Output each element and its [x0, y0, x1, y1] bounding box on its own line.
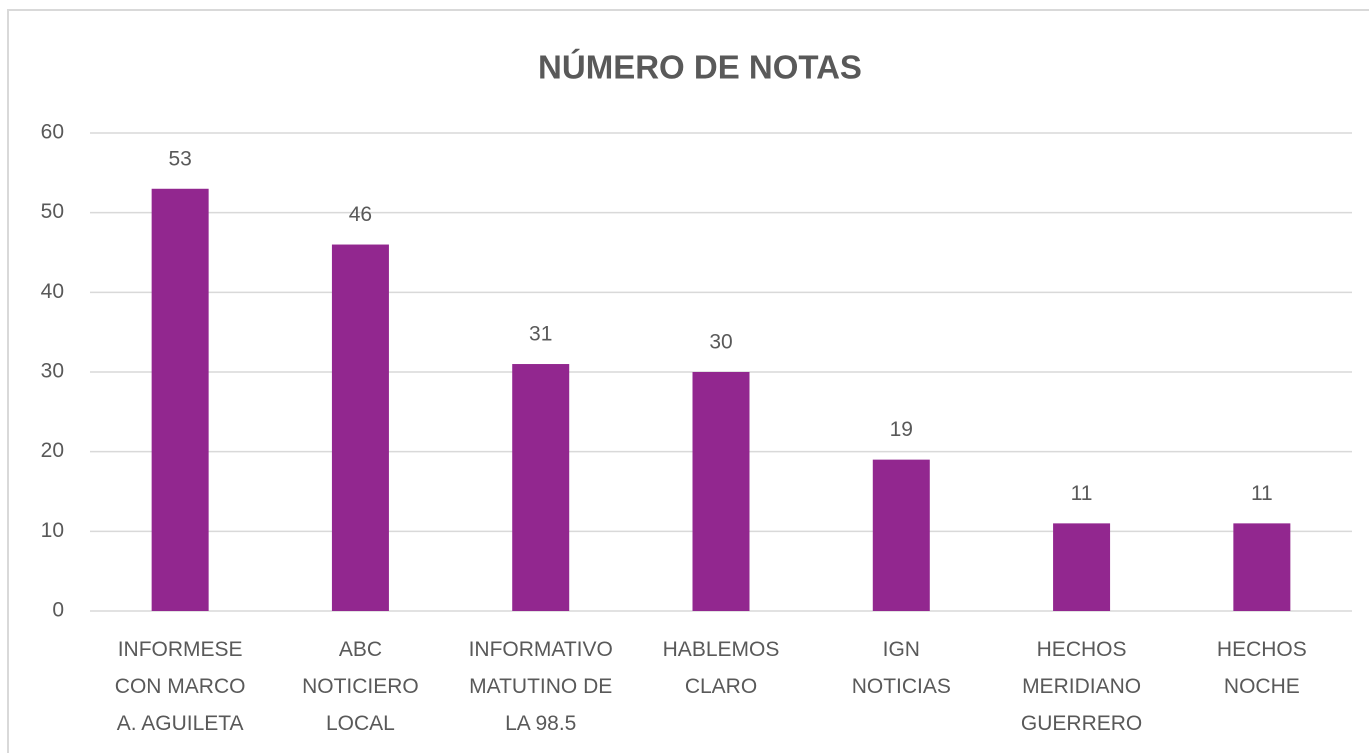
y-tick-label: 40: [41, 280, 64, 303]
bar: [1233, 523, 1291, 611]
bar: [512, 364, 570, 611]
data-label: 30: [709, 331, 732, 354]
y-tick-label: 30: [41, 360, 64, 383]
y-tick-label: 0: [52, 599, 64, 622]
x-tick-label: INFORMESE CON MARCO A. AGUILETA: [115, 638, 246, 735]
x-tick-label: HABLEMOS CLARO: [663, 638, 780, 698]
data-label: 46: [349, 203, 372, 226]
x-tick-label: HECHOS NOCHE: [1217, 638, 1307, 698]
y-tick-label: 20: [41, 439, 64, 462]
bar: [692, 372, 750, 611]
x-tick-label: IGN NOTICIAS: [852, 638, 951, 698]
data-label: 19: [890, 418, 913, 441]
y-tick-label: 50: [41, 200, 64, 223]
chart-border: [7, 9, 1369, 753]
bar: [331, 244, 389, 612]
y-tick-label: 60: [41, 121, 64, 144]
bar: [151, 188, 209, 611]
data-label: 11: [1251, 482, 1273, 505]
data-label: 31: [529, 323, 552, 346]
bar: [1053, 523, 1111, 611]
bar: [872, 459, 930, 611]
data-label: 53: [168, 147, 191, 170]
x-tick-label: ABC NOTICIERO LOCAL: [302, 638, 419, 735]
x-tick-label: INFORMATIVO MATUTINO DE LA 98.5: [469, 638, 613, 735]
data-label: 11: [1071, 482, 1093, 505]
chart-title: NÚMERO DE NOTAS: [538, 49, 862, 86]
y-tick-label: 10: [41, 519, 64, 542]
x-tick-label: HECHOS MERIDIANO GUERRERO: [1021, 638, 1142, 735]
